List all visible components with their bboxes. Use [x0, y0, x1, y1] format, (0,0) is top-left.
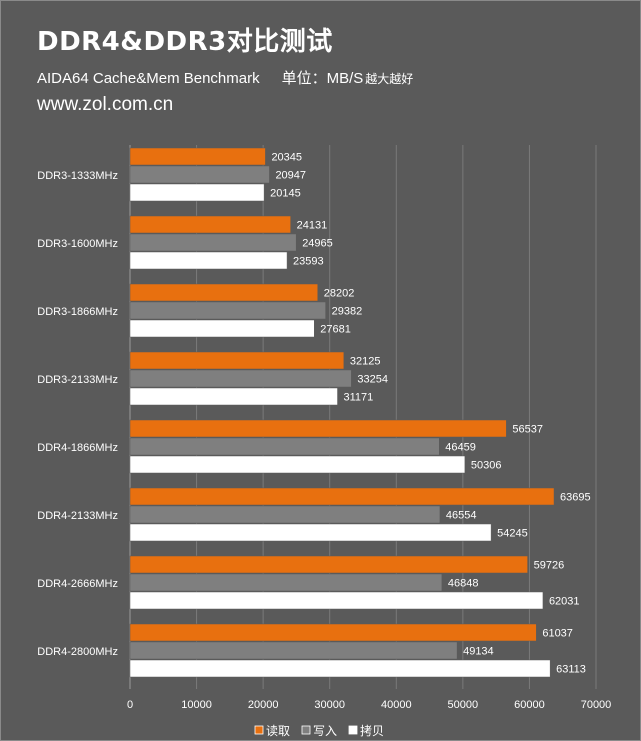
- legend-label: 写入: [313, 724, 337, 738]
- category-label: DDR4-2133MHz: [37, 510, 118, 522]
- bar: [129, 215, 291, 234]
- value-label: 50306: [471, 460, 502, 472]
- category-label: DDR3-1333MHz: [37, 170, 118, 182]
- value-label: 62031: [549, 596, 580, 608]
- value-label: 29382: [332, 306, 363, 318]
- value-label: 20947: [275, 170, 306, 182]
- value-label: 46554: [446, 510, 477, 522]
- x-tick-label: 50000: [448, 699, 479, 711]
- bar: [129, 505, 441, 524]
- value-label: 54245: [497, 528, 528, 540]
- bar: [129, 591, 544, 610]
- bar: [129, 301, 326, 320]
- benchmark-name: AIDA64 Cache&Mem Benchmark: [37, 70, 260, 87]
- value-label: 59726: [534, 560, 565, 572]
- x-tick-label: 10000: [181, 699, 212, 711]
- bar: [129, 555, 528, 574]
- x-tick-label: 0: [127, 699, 133, 711]
- source-url: www.zol.com.cn: [37, 94, 174, 115]
- value-label: 28202: [324, 288, 355, 300]
- legend-label: 拷贝: [360, 723, 384, 738]
- chart-title: DDR4&DDR3对比测试: [37, 27, 333, 57]
- value-label: 27681: [320, 324, 351, 336]
- value-label: 56537: [512, 424, 543, 436]
- x-tick-label: 20000: [248, 699, 279, 711]
- bar: [129, 623, 537, 642]
- value-label: 46848: [448, 578, 479, 590]
- value-label: 63113: [556, 664, 586, 676]
- bar: [129, 183, 265, 202]
- category-label: DDR3-2133MHz: [37, 374, 118, 386]
- unit-label: 单位：MB/S: [281, 70, 364, 87]
- bar: [129, 251, 288, 270]
- value-label: 61037: [542, 628, 573, 640]
- value-label: 31171: [344, 392, 374, 404]
- bar: [129, 437, 440, 456]
- bar: [129, 233, 297, 252]
- x-tick-label: 70000: [581, 699, 612, 711]
- bar: [129, 165, 270, 184]
- bar: [129, 369, 352, 388]
- bar: [129, 573, 443, 592]
- bar: [129, 387, 338, 406]
- x-tick-label: 40000: [381, 699, 412, 711]
- value-label: 63695: [560, 492, 591, 504]
- value-label: 46459: [445, 442, 476, 454]
- value-label: 49134: [463, 646, 494, 658]
- legend-swatch: [254, 725, 264, 735]
- value-label: 24965: [302, 238, 333, 250]
- value-label: 32125: [350, 356, 381, 368]
- bar: [129, 351, 345, 370]
- bar: [129, 283, 318, 302]
- value-label: 20145: [270, 188, 301, 200]
- value-label: 23593: [293, 256, 324, 268]
- legend-label: 读取: [266, 724, 290, 738]
- legend-swatch: [348, 725, 358, 735]
- chart-subtitle: AIDA64 Cache&Mem Benchmark 单位：MB/S 越大越好: [37, 67, 413, 88]
- category-label: DDR3-1866MHz: [37, 306, 118, 318]
- value-label: 33254: [357, 374, 388, 386]
- legend-swatch: [301, 725, 311, 735]
- category-label: DDR3-1600MHz: [37, 238, 118, 250]
- bar: [129, 455, 466, 474]
- bar: [129, 487, 555, 506]
- value-label: 20345: [271, 152, 302, 164]
- bar: [129, 147, 266, 166]
- x-tick-label: 60000: [514, 699, 545, 711]
- bar: [129, 641, 458, 660]
- category-label: DDR4-2666MHz: [37, 578, 118, 590]
- bar: [129, 319, 315, 338]
- note-label: 越大越好: [365, 72, 414, 86]
- value-label: 24131: [297, 220, 328, 232]
- category-label: DDR4-1866MHz: [37, 442, 118, 454]
- bar: [129, 659, 551, 678]
- category-label: DDR4-2800MHz: [37, 646, 118, 658]
- bar: [129, 523, 492, 542]
- bar: [129, 419, 507, 438]
- x-tick-label: 30000: [314, 699, 345, 711]
